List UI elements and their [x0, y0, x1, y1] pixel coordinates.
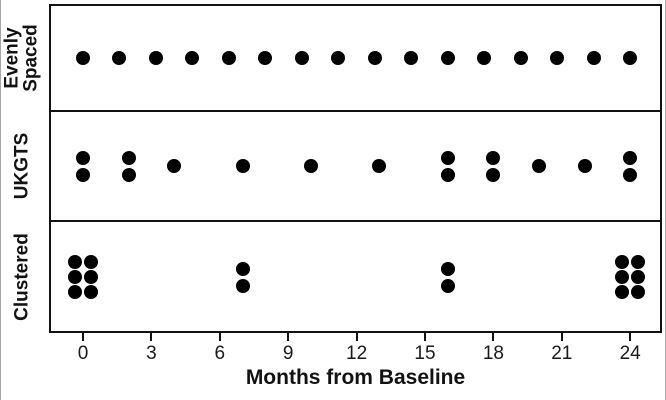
visit-dot: [84, 270, 98, 284]
visit-dot: [486, 150, 501, 165]
visit-dot: [121, 167, 136, 182]
visit-dot: [112, 51, 127, 65]
visit-dot: [513, 51, 528, 65]
x-axis-tick: [560, 333, 563, 341]
visit-dot: [623, 51, 638, 65]
visit-dot: [68, 255, 82, 269]
visit-dot: [631, 255, 646, 269]
visit-dot: [532, 159, 546, 173]
x-axis-tick: [287, 333, 290, 341]
visit-dot: [631, 285, 646, 299]
panel-separator: [49, 110, 662, 112]
x-axis-tick-label: 9: [282, 343, 294, 364]
visit-dot: [167, 159, 182, 173]
panel-separator: [49, 220, 662, 222]
visit-dot: [84, 255, 98, 269]
visit-dot: [221, 51, 236, 65]
panel-label-line: UKGTS: [11, 132, 33, 200]
visit-dot: [84, 285, 98, 299]
visit-dot: [304, 159, 318, 173]
visit-dot: [615, 255, 630, 269]
visit-dot: [121, 150, 136, 165]
visit-dot: [68, 285, 82, 299]
plot-frame: [49, 4, 662, 333]
visit-dot: [440, 51, 455, 65]
visit-dot: [148, 51, 163, 65]
visit-dot: [623, 150, 638, 165]
visit-dot: [440, 167, 455, 182]
visit-dot: [76, 150, 90, 165]
visit-dot: [367, 51, 382, 65]
panel-label-ukgts: UKGTS: [11, 132, 33, 200]
visit-dot: [586, 51, 601, 65]
x-axis-title: Months from Baseline: [245, 366, 466, 389]
visit-dot: [235, 261, 250, 276]
x-axis-tick-label: 0: [77, 343, 89, 364]
visit-dot: [615, 270, 630, 284]
panel-label-line: Evenly: [1, 27, 23, 89]
x-axis-tick: [492, 333, 495, 341]
visit-dot: [258, 51, 273, 65]
visit-dot: [76, 51, 90, 65]
x-axis-tick-label: 15: [414, 343, 436, 364]
x-axis-tick-label: 24: [619, 343, 641, 364]
visit-dot: [623, 167, 638, 182]
visit-dot: [486, 167, 501, 182]
visit-dot: [294, 51, 309, 65]
panel-label-line: Clustered: [11, 233, 33, 321]
visit-dot: [440, 261, 455, 276]
panel-label-line: Spaced: [21, 24, 42, 92]
panel-label-clustered: Clustered: [11, 233, 33, 321]
visit-dot: [631, 270, 646, 284]
x-axis-tick-label: 6: [214, 343, 226, 364]
x-axis-tick-label: 21: [551, 343, 573, 364]
x-axis-tick: [629, 333, 632, 341]
plot-area: [49, 4, 662, 333]
visit-dot: [404, 51, 419, 65]
x-axis-tick-label: 3: [146, 343, 157, 364]
visit-dot: [615, 285, 630, 299]
x-axis-tick-label: 18: [482, 343, 504, 364]
visit-dot: [372, 159, 387, 173]
x-axis-tick: [218, 333, 221, 341]
visit-dot: [235, 278, 250, 293]
visit-dot: [76, 167, 90, 182]
x-axis-tick: [424, 333, 426, 341]
visit-dot: [235, 159, 250, 173]
x-axis-tick: [150, 333, 153, 341]
visit-dot: [550, 51, 565, 65]
visit-dot: [331, 51, 346, 65]
visit-dot: [440, 278, 455, 293]
x-axis-tick: [82, 333, 84, 341]
x-axis-tick-label: 12: [346, 343, 368, 364]
panel-label-evenly-spaced: Evenly Spaced: [1, 24, 42, 92]
visit-dot: [577, 159, 592, 173]
visit-dot: [185, 51, 200, 65]
visit-dot: [477, 51, 492, 65]
x-axis-tick: [355, 333, 358, 341]
visit-dot: [68, 270, 82, 284]
visit-dot: [440, 150, 455, 165]
